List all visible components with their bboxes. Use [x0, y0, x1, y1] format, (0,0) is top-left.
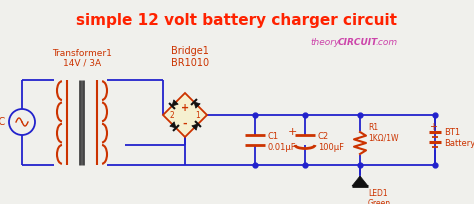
Polygon shape [194, 102, 200, 108]
Text: 2: 2 [170, 112, 174, 121]
Text: 1: 1 [196, 112, 201, 121]
Polygon shape [192, 124, 198, 130]
Text: C2
100µF: C2 100µF [318, 132, 344, 152]
Polygon shape [170, 122, 176, 128]
Text: R1
1KΩ/1W: R1 1KΩ/1W [368, 123, 399, 142]
Polygon shape [172, 100, 178, 106]
Text: -: - [182, 119, 187, 129]
Text: simple 12 volt battery charger circuit: simple 12 volt battery charger circuit [76, 13, 398, 28]
Text: Transformer1
14V / 3A: Transformer1 14V / 3A [52, 49, 112, 68]
Text: AC: AC [0, 117, 6, 127]
Text: +: + [287, 127, 297, 137]
Text: CIRCUIT: CIRCUIT [338, 38, 378, 47]
Text: Bridge1
BR1010: Bridge1 BR1010 [171, 46, 209, 68]
Text: theory: theory [310, 38, 339, 47]
Polygon shape [163, 93, 207, 137]
Polygon shape [352, 176, 368, 186]
Text: BT1
Battery_Cell: BT1 Battery_Cell [444, 128, 474, 148]
Text: +: + [429, 122, 437, 132]
Text: +: + [181, 103, 189, 113]
Text: LED1
Green: LED1 Green [368, 189, 391, 204]
Text: .com: .com [375, 38, 397, 47]
Text: C1
0.01µF: C1 0.01µF [268, 132, 297, 152]
